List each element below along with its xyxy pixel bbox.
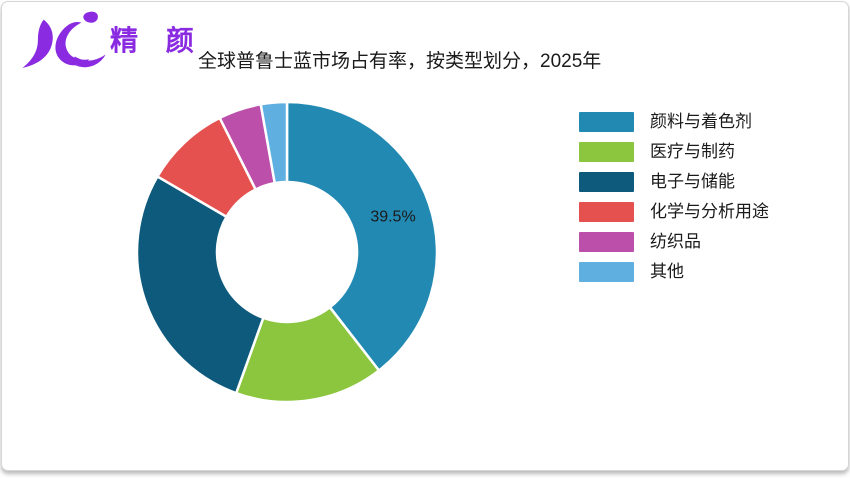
legend-label-4: 纺织品 bbox=[650, 232, 701, 251]
brand-logo: 精 颜 bbox=[20, 10, 204, 68]
legend-item-3: 化学与分析用途 bbox=[579, 202, 769, 222]
legend-item-2: 电子与储能 bbox=[579, 172, 769, 192]
chart-title: 全球普鲁士蓝市场占有率，按类型划分，2025年 bbox=[198, 51, 602, 72]
legend-item-1: 医疗与制药 bbox=[579, 142, 769, 162]
jc-logo-icon bbox=[22, 11, 106, 68]
donut-segment-2 bbox=[135, 175, 265, 395]
donut-segment-5 bbox=[259, 100, 289, 185]
logo-text: 精 颜 bbox=[110, 25, 204, 56]
legend-label-3: 化学与分析用途 bbox=[650, 202, 769, 221]
legend-swatch-2 bbox=[579, 172, 634, 192]
legend-item-5: 其他 bbox=[579, 262, 769, 282]
legend-label-1: 医疗与制药 bbox=[650, 142, 735, 161]
chart-legend: 颜料与着色剂 医疗与制药电子与储能化学与分析用途 纺织品其他 bbox=[579, 112, 769, 292]
legend-item-0: 颜料与着色剂 bbox=[579, 112, 769, 132]
legend-swatch-1 bbox=[579, 142, 634, 162]
legend-label-0: 颜料与着色剂 bbox=[650, 112, 752, 131]
legend-swatch-5 bbox=[579, 262, 634, 282]
legend-swatch-3 bbox=[579, 202, 634, 222]
legend-label-2: 电子与储能 bbox=[650, 172, 735, 191]
legend-label-5: 其他 bbox=[650, 262, 684, 281]
legend-item-4: 纺织品 bbox=[579, 232, 769, 252]
donut-segment-0 bbox=[285, 100, 439, 372]
legend-swatch-4 bbox=[579, 232, 634, 252]
legend-swatch-0 bbox=[579, 112, 634, 132]
segment-percentage-label: 39.5% bbox=[370, 209, 415, 226]
